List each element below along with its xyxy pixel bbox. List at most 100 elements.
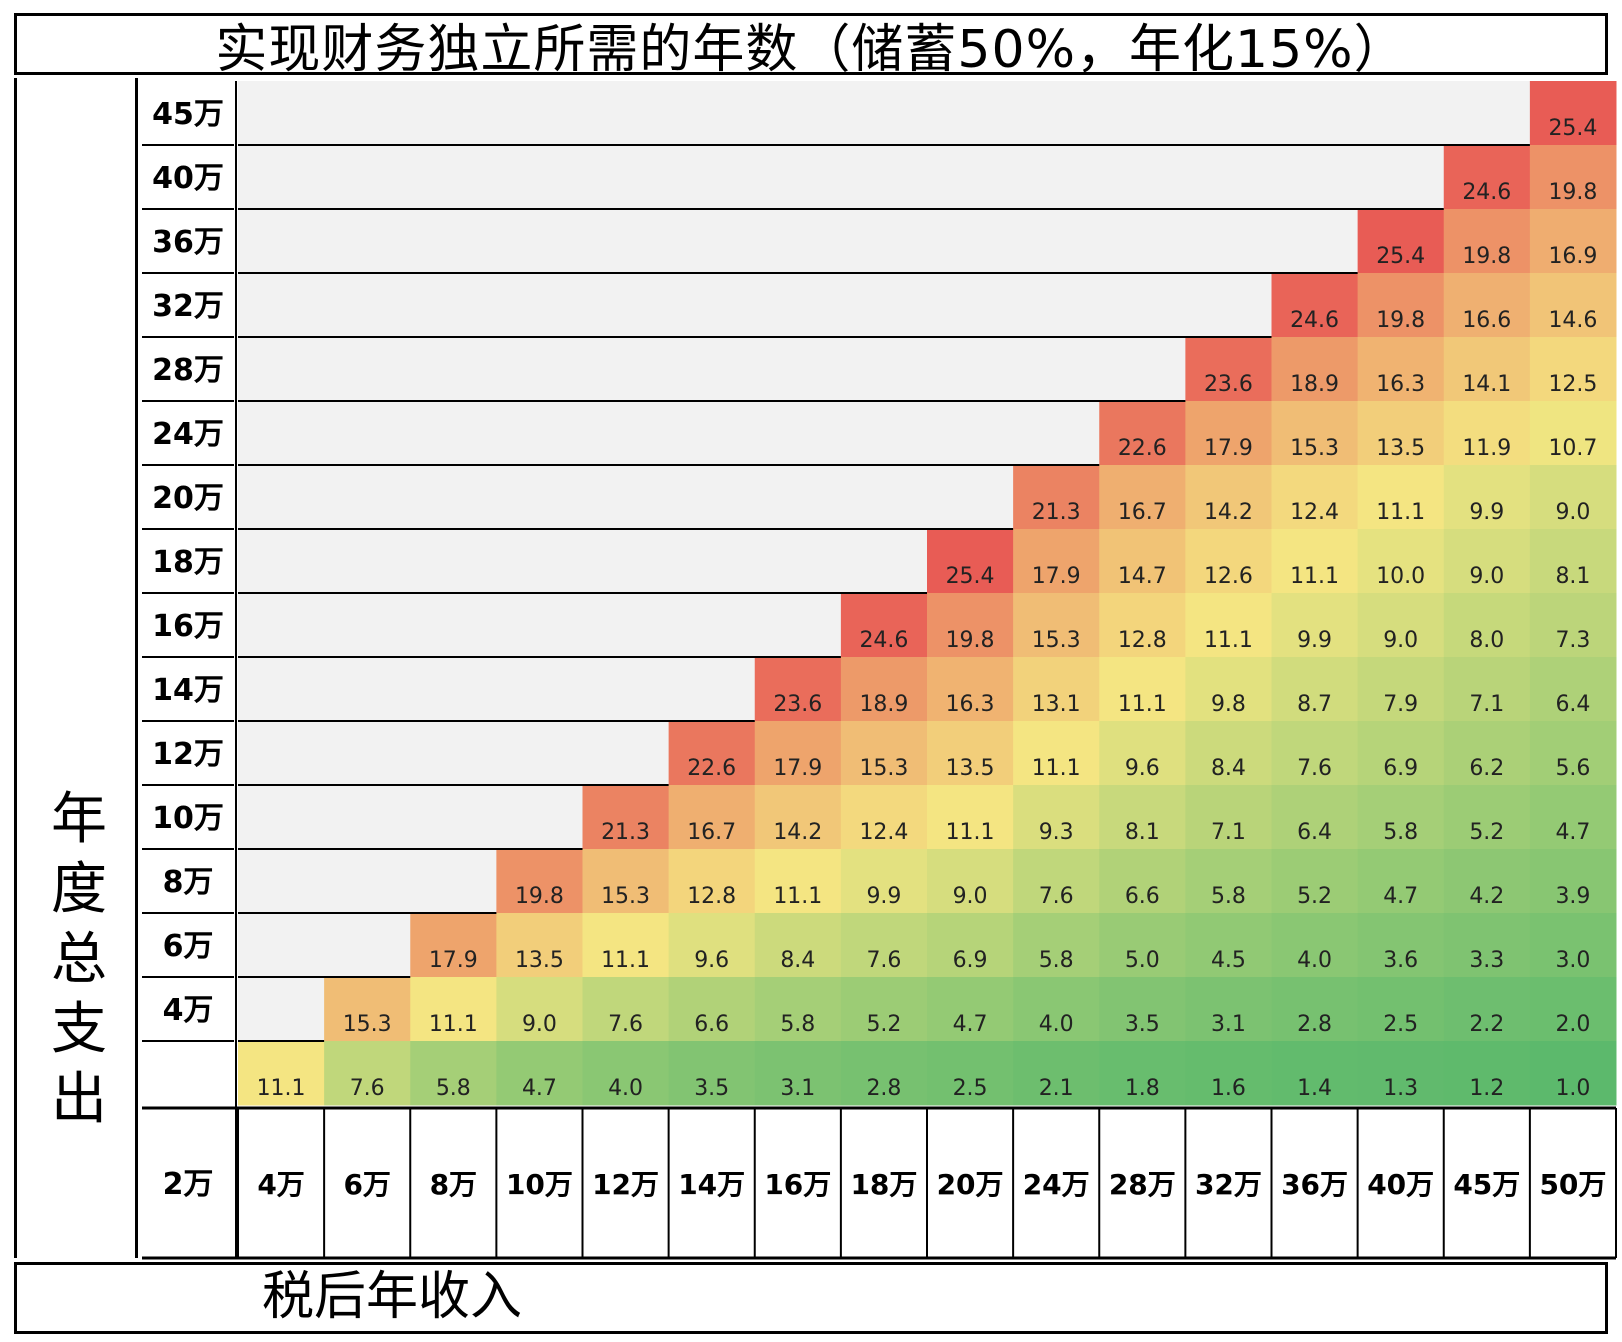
heatmap-cell bbox=[1529, 401, 1617, 466]
heatmap-cell bbox=[1013, 1041, 1100, 1106]
cell-value-label: 11.1 bbox=[429, 1012, 478, 1037]
heatmap-cell bbox=[1013, 593, 1100, 658]
y-tick-label: 24万 bbox=[152, 417, 224, 452]
heatmap-cell bbox=[410, 1041, 497, 1106]
cell-value-label: 1.0 bbox=[1555, 1076, 1590, 1101]
cell-value-label: 17.9 bbox=[1204, 436, 1253, 461]
heatmap-cell bbox=[668, 977, 756, 1042]
cell-value-label: 2.1 bbox=[1039, 1076, 1074, 1101]
y-tick-label: 32万 bbox=[152, 289, 224, 324]
cell-value-label: 11.1 bbox=[257, 1076, 306, 1101]
y-axis-label-panel bbox=[14, 78, 138, 1258]
heatmap-cell bbox=[927, 785, 1014, 850]
cell-value-label: 2.8 bbox=[1297, 1012, 1332, 1037]
heatmap-cell bbox=[668, 849, 756, 914]
cell-value-label: 19.8 bbox=[515, 884, 564, 909]
heatmap-cell bbox=[1013, 913, 1100, 978]
heatmap-cell bbox=[1271, 465, 1359, 530]
cell-value-label: 15.3 bbox=[1032, 628, 1081, 653]
cell-value-label: 9.0 bbox=[1469, 564, 1504, 589]
heatmap-cell bbox=[1271, 401, 1359, 466]
heatmap-cell bbox=[1099, 657, 1186, 722]
cell-value-label: 9.0 bbox=[953, 884, 988, 909]
heatmap-cell bbox=[754, 721, 842, 786]
heatmap-cell bbox=[1185, 977, 1272, 1042]
cell-value-label: 16.3 bbox=[946, 692, 995, 717]
heatmap-cell bbox=[1529, 977, 1617, 1042]
cell-value-label: 16.6 bbox=[1462, 308, 1511, 333]
cell-value-label: 3.3 bbox=[1469, 948, 1504, 973]
heatmap-cell bbox=[1013, 529, 1100, 594]
x-tick-label: 12万 bbox=[592, 1168, 659, 1201]
cell-value-label: 5.8 bbox=[1383, 820, 1418, 845]
x-tick-label: 10万 bbox=[506, 1168, 573, 1201]
heatmap-cell bbox=[1271, 529, 1359, 594]
heatmap-cell bbox=[582, 849, 670, 914]
y-axis-label: 年度总支出 bbox=[20, 785, 138, 1135]
cell-value-label: 13.5 bbox=[515, 948, 564, 973]
cell-value-label: 14.2 bbox=[1204, 500, 1253, 525]
cell-value-label: 13.5 bbox=[1376, 436, 1425, 461]
heatmap-cell bbox=[1099, 529, 1186, 594]
y-tick-label: 6万 bbox=[163, 929, 214, 964]
cell-value-label: 16.3 bbox=[1376, 372, 1425, 397]
heatmap-cell bbox=[1013, 785, 1100, 850]
heatmap-cell bbox=[1357, 657, 1445, 722]
cell-value-label: 17.9 bbox=[1032, 564, 1081, 589]
heatmap-cell bbox=[840, 657, 928, 722]
cell-value-label: 4.0 bbox=[608, 1076, 643, 1101]
cell-value-label: 19.8 bbox=[1376, 308, 1425, 333]
cell-value-label: 3.1 bbox=[780, 1076, 815, 1101]
heatmap-cell bbox=[1357, 273, 1445, 338]
cell-value-label: 2.8 bbox=[866, 1076, 901, 1101]
cell-value-label: 4.7 bbox=[522, 1076, 557, 1101]
heatmap-cell bbox=[1443, 337, 1531, 402]
cell-value-label: 5.8 bbox=[780, 1012, 815, 1037]
x-tick-label: 28万 bbox=[1109, 1168, 1176, 1201]
cell-value-label: 8.4 bbox=[780, 948, 815, 973]
heatmap-cell bbox=[1529, 657, 1617, 722]
heatmap-cell bbox=[1443, 849, 1531, 914]
heatmap-cell bbox=[1271, 977, 1359, 1042]
heatmap-cell bbox=[927, 849, 1014, 914]
y-axis-label-char: 年 bbox=[51, 787, 107, 852]
heatmap-cell bbox=[1443, 593, 1531, 658]
cell-value-label: 1.8 bbox=[1125, 1076, 1160, 1101]
heatmap-cell bbox=[1099, 977, 1186, 1042]
x-tick-label: 40万 bbox=[1367, 1168, 1434, 1201]
heatmap-cell bbox=[1271, 913, 1359, 978]
cell-value-label: 4.2 bbox=[1469, 884, 1504, 909]
cell-value-label: 5.8 bbox=[1039, 948, 1074, 973]
cell-value-label: 8.4 bbox=[1211, 756, 1246, 781]
heatmap-cell bbox=[1271, 657, 1359, 722]
y-axis-label-char: 出 bbox=[51, 1067, 107, 1132]
cell-value-label: 9.6 bbox=[694, 948, 729, 973]
heatmap-cell bbox=[1013, 465, 1100, 530]
heatmap-cell bbox=[1357, 977, 1445, 1042]
heatmap-cell bbox=[238, 1041, 325, 1106]
heatmap-cell bbox=[1443, 977, 1531, 1042]
heatmap-cell bbox=[927, 1041, 1014, 1106]
heatmap-cell bbox=[582, 913, 670, 978]
heatmap-cell bbox=[496, 977, 583, 1042]
heatmap-cell bbox=[1529, 913, 1617, 978]
heatmap-cell bbox=[927, 593, 1014, 658]
cell-value-label: 7.6 bbox=[350, 1076, 385, 1101]
cell-value-label: 7.1 bbox=[1469, 692, 1504, 717]
heatmap-cell bbox=[1185, 593, 1272, 658]
heatmap-cell bbox=[1443, 209, 1531, 274]
cell-value-label: 11.1 bbox=[1032, 756, 1081, 781]
heatmap-cell bbox=[1357, 721, 1445, 786]
cell-value-label: 25.4 bbox=[946, 564, 995, 589]
cell-value-label: 15.3 bbox=[343, 1012, 392, 1037]
heatmap-cell bbox=[927, 977, 1014, 1042]
cell-value-label: 2.2 bbox=[1469, 1012, 1504, 1037]
heatmap-cell bbox=[1357, 785, 1445, 850]
y-tick-label: 20万 bbox=[152, 481, 224, 516]
cell-value-label: 6.6 bbox=[694, 1012, 729, 1037]
cell-value-label: 5.0 bbox=[1125, 948, 1160, 973]
cell-value-label: 19.8 bbox=[1462, 244, 1511, 269]
cell-value-label: 16.9 bbox=[1548, 244, 1597, 269]
cell-value-label: 5.2 bbox=[1469, 820, 1504, 845]
heatmap-cell bbox=[1529, 529, 1617, 594]
